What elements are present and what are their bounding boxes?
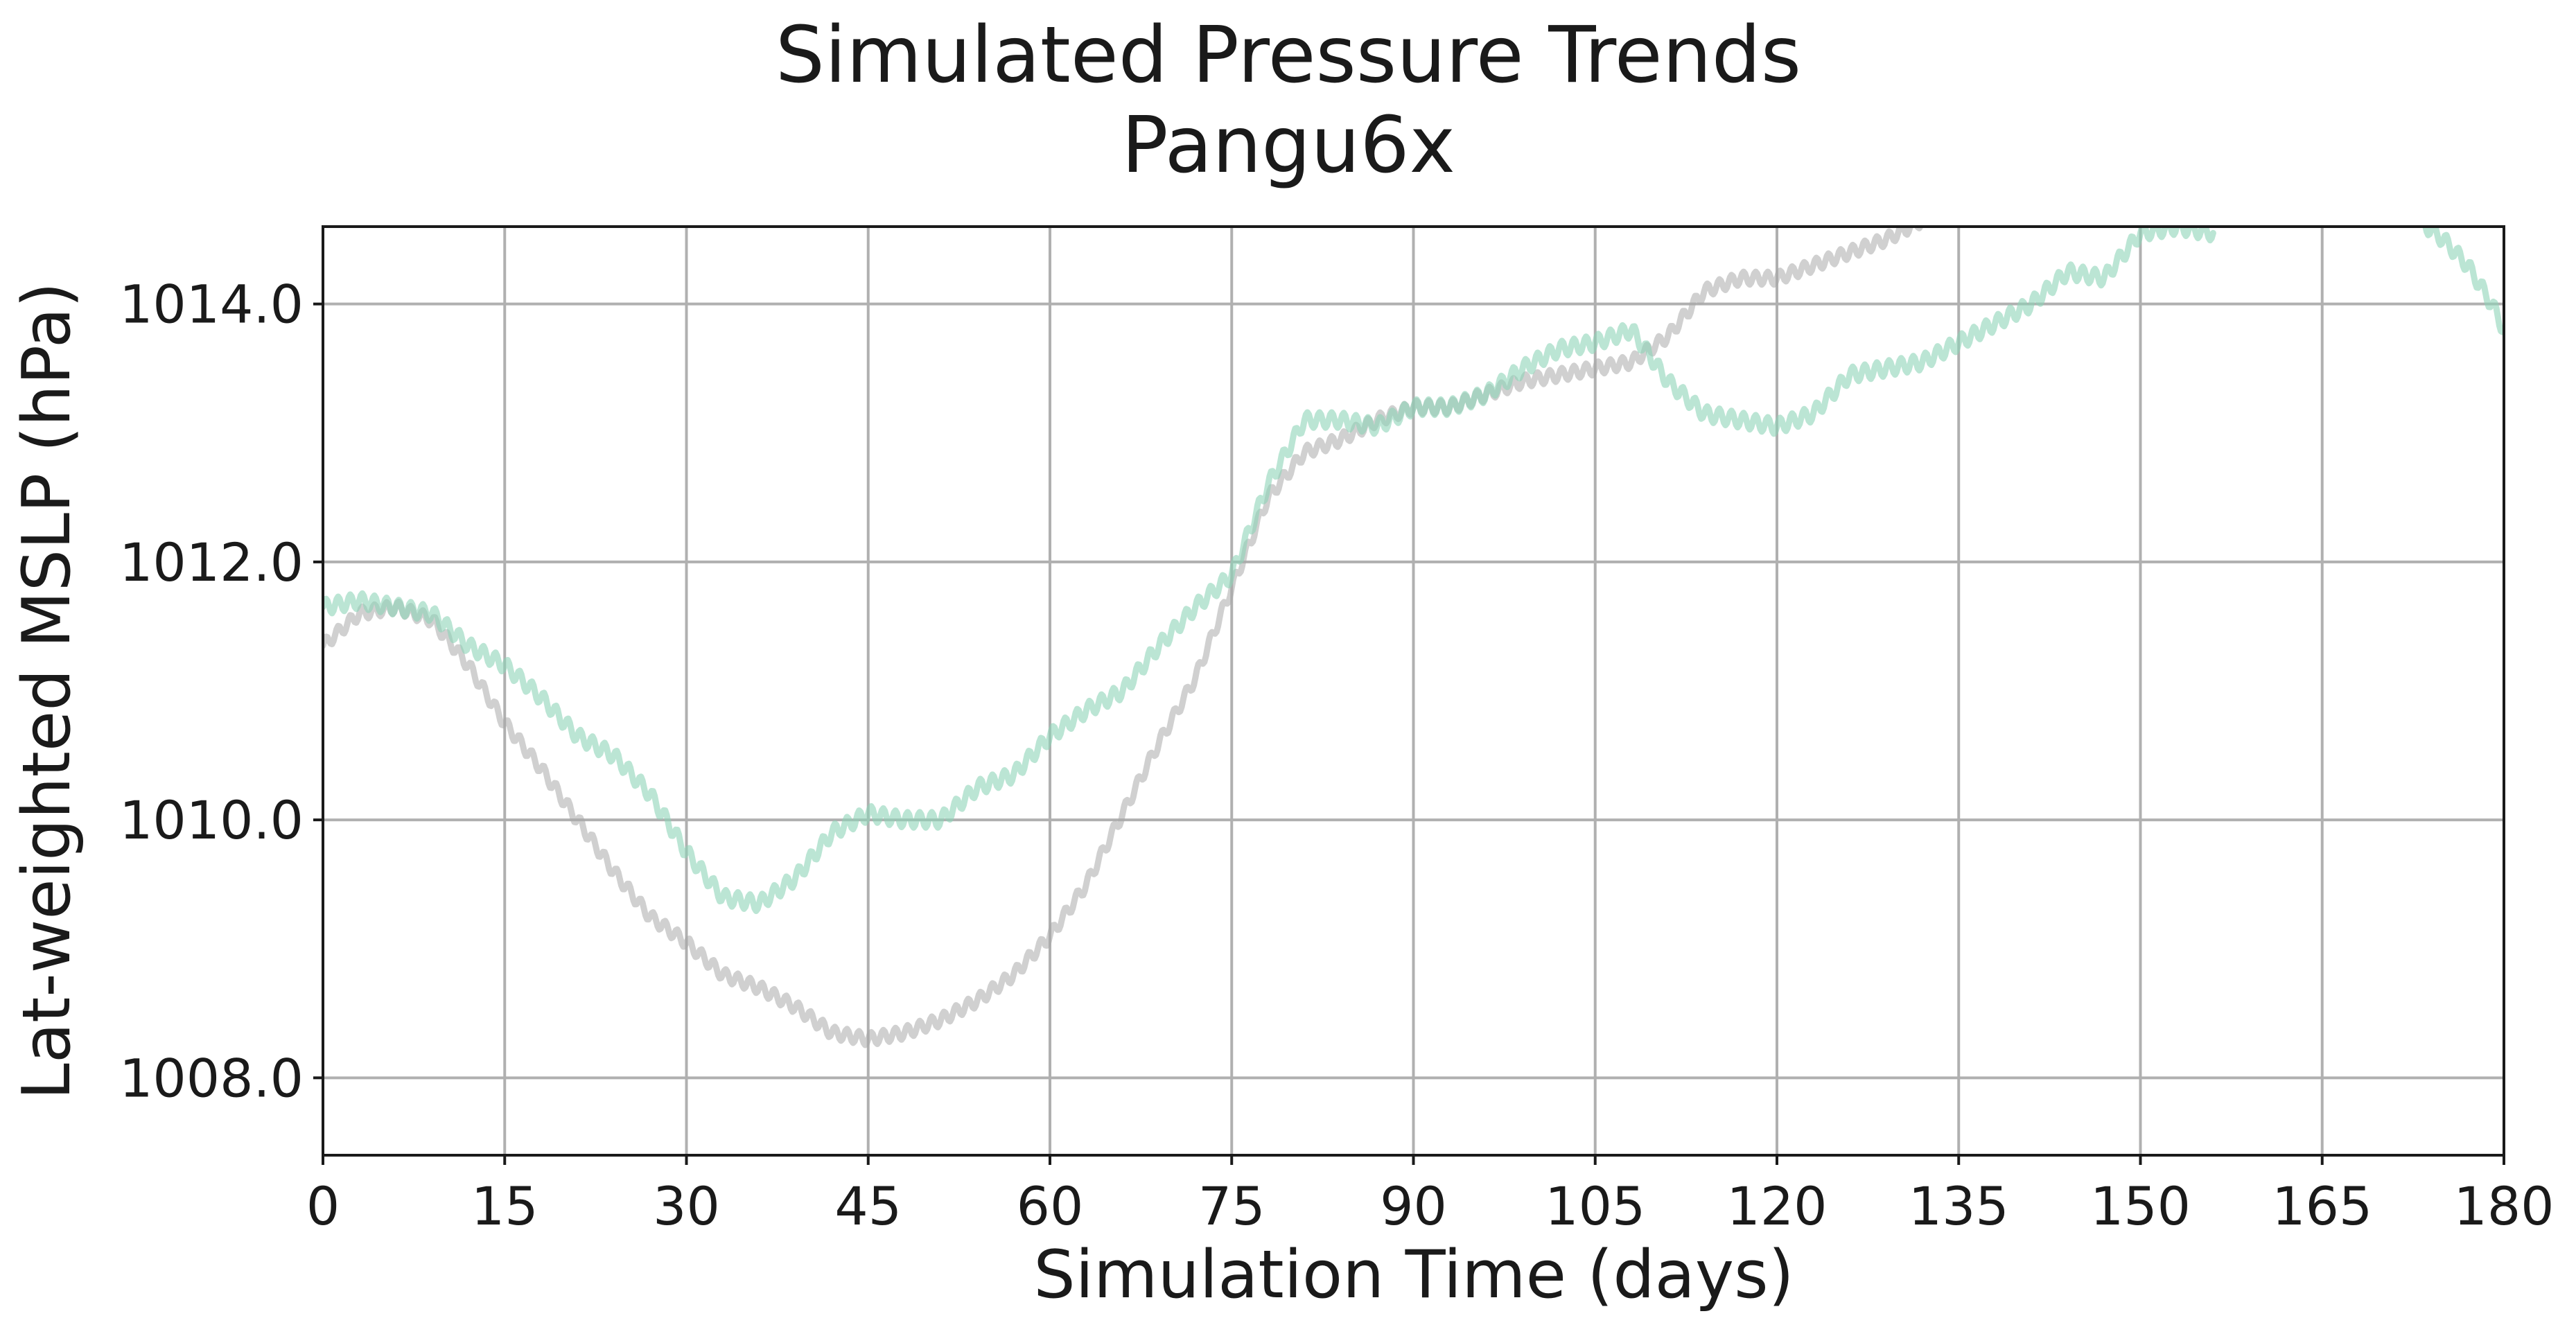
x-tick-label: 90 <box>1380 1175 1447 1237</box>
y-tick-label: 1010.0 <box>119 789 304 851</box>
x-tick-label: 105 <box>1545 1175 1645 1237</box>
x-tick-label: 150 <box>2090 1175 2191 1237</box>
axis-ticks: 0 15 30 45 60 75 90 105 120 135 150 165 180 1008.0 101… <box>119 274 2554 1237</box>
x-tick-label: 75 <box>1198 1175 1265 1237</box>
chart-title: Simulated Pressure Trends <box>776 10 1801 100</box>
x-tick-label: 165 <box>2272 1175 2372 1237</box>
x-tick-label: 60 <box>1017 1175 1084 1237</box>
x-tick-label: 0 <box>306 1175 340 1237</box>
y-tick-label: 1008.0 <box>119 1047 304 1109</box>
y-axis-label: Lat-weighted MSLP (hPa) <box>9 282 85 1100</box>
y-tick-label: 1014.0 <box>119 274 304 335</box>
chart-subtitle: Pangu6x <box>1121 100 1455 191</box>
x-axis-label: Simulation Time (days) <box>1033 1237 1794 1313</box>
x-tick-label: 180 <box>2453 1175 2554 1237</box>
x-tick-label: 45 <box>834 1175 902 1237</box>
series-line-3 <box>2422 227 2504 335</box>
x-tick-label: 120 <box>1726 1175 1827 1237</box>
series-layer <box>323 227 2504 1048</box>
x-tick-label: 15 <box>471 1175 538 1237</box>
x-tick-label: 135 <box>1909 1175 2009 1237</box>
grid-lines <box>322 227 2505 1155</box>
series-line-1 <box>323 227 1924 1048</box>
x-tick-label: 30 <box>653 1175 720 1237</box>
series-line-2 <box>323 227 2216 914</box>
y-tick-label: 1012.0 <box>119 532 304 593</box>
